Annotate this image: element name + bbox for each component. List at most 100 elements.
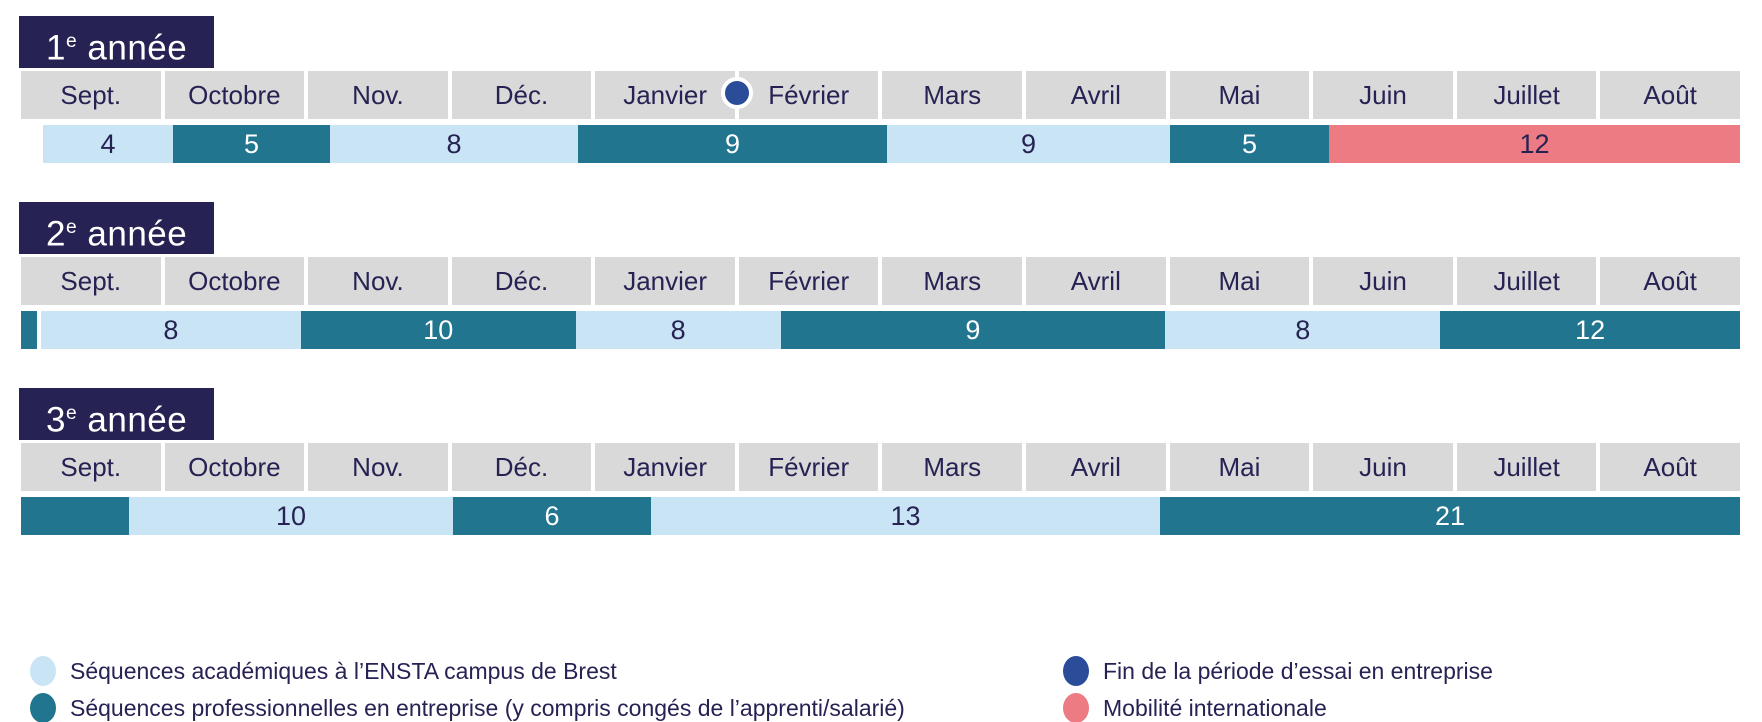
bar-segment-weeks-label: 13 <box>890 500 921 531</box>
bar-segment-weeks-label: 9 <box>1020 128 1037 159</box>
bar-segment-weeks-label: 9 <box>724 128 741 159</box>
bar-segment-academic: 13 <box>651 497 1160 535</box>
month-cell-avril: Avril <box>1026 71 1166 119</box>
bar-segment-professional: 10 <box>300 311 576 349</box>
bar-segment-weeks-label: 9 <box>965 314 981 345</box>
bar-segment-academic: 8 <box>330 125 578 163</box>
trial-period-end-marker-icon <box>720 77 753 110</box>
bar-segment-weeks-label: 6 <box>544 500 560 531</box>
bar-segment-weeks-label: 5 <box>243 128 260 159</box>
bar-segment-professional: 5 <box>173 125 330 163</box>
year-title: 3e année <box>19 388 215 440</box>
year-title-number: 1 <box>46 28 66 68</box>
legend-swatch-academic-icon <box>30 656 56 686</box>
month-cell-mars: Mars <box>882 71 1023 119</box>
legend-swatch-professional-icon <box>30 693 56 722</box>
month-cell-avril: Avril <box>1026 257 1166 305</box>
bar-segment-weeks-label: 8 <box>1295 314 1311 345</box>
legend-label: Séquences académiques à l’ENSTA campus d… <box>70 657 617 684</box>
month-cell-juin: Juin <box>1313 257 1453 305</box>
month-cell-dc: Déc. <box>451 71 592 119</box>
month-header-row: Sept. Octobre Nov. Déc. Janvier Février Mars Av… <box>21 257 1740 305</box>
legend-swatch-trial_marker-icon <box>1063 656 1089 686</box>
year-title-ordinal-suffix: e <box>65 31 78 52</box>
month-cell-janvier: Janvier <box>595 443 735 491</box>
bar-segment-weeks-label: 4 <box>100 128 116 159</box>
legend-item-mobility: Mobilité internationale <box>1063 693 1493 722</box>
bar-segment-weeks-label: 10 <box>423 314 454 345</box>
month-cell-fvrier: Février <box>738 71 879 119</box>
bar-segment-professional: 21 <box>1160 497 1740 535</box>
bar-segment-academic: 9 <box>887 125 1170 163</box>
month-cell-mai: Mai <box>1169 71 1310 119</box>
year-timeline-bar: 4 5 8 9 9 5 12 <box>21 125 1740 163</box>
month-cell-octobre: Octobre <box>164 71 305 119</box>
bar-segment-weeks-label: 10 <box>275 500 307 531</box>
bar-segment-academic: 10 <box>129 497 453 535</box>
legend-swatch-mobility-icon <box>1063 693 1089 722</box>
bar-segment-weeks-label: 5 <box>1241 128 1258 159</box>
year-timeline-bar: 10 6 13 21 <box>21 497 1740 535</box>
bar-segment-weeks-label: 21 <box>1434 500 1466 531</box>
bar-segment-professional: 9 <box>780 311 1166 349</box>
bar-segment-academic: 4 <box>43 125 173 163</box>
year-title-word: année <box>77 28 188 68</box>
bar-segment-professional: 6 <box>453 497 651 535</box>
month-cell-nov: Nov. <box>308 71 448 119</box>
month-cell-mai: Mai <box>1169 257 1310 305</box>
legend-item-academic: Séquences académiques à l’ENSTA campus d… <box>30 656 905 686</box>
legend-label: Mobilité internationale <box>1103 694 1327 721</box>
month-cell-fvrier: Février <box>738 257 879 305</box>
month-cell-aot: Août <box>1600 71 1740 119</box>
bar-segment-professional: 12 <box>1440 311 1740 349</box>
month-cell-juin: Juin <box>1313 443 1453 491</box>
year-title-word: année <box>77 214 188 254</box>
month-cell-sept: Sept. <box>21 71 161 119</box>
bar-leading-offset <box>21 125 43 163</box>
legend-item-trial_marker: Fin de la période d’essai en entreprise <box>1063 656 1493 686</box>
legend-label: Fin de la période d’essai en entreprise <box>1103 657 1493 684</box>
month-cell-octobre: Octobre <box>164 257 305 305</box>
month-header-row: Sept. Octobre Nov. Déc. Janvier Février Mars Av… <box>21 71 1740 119</box>
month-cell-nov: Nov. <box>308 257 448 305</box>
year-title: 2e année <box>19 202 215 254</box>
bar-segment-weeks-label: 8 <box>163 314 179 345</box>
year-title-number: 3 <box>46 400 66 440</box>
month-cell-octobre: Octobre <box>164 443 305 491</box>
bar-segment-weeks-label: 12 <box>1575 314 1606 345</box>
year-block: 1e année Sept. Octobre Nov. Déc. Janvier Févri… <box>19 16 1740 163</box>
bar-segment-academic: 8 <box>575 311 781 349</box>
month-cell-sept: Sept. <box>21 443 161 491</box>
month-cell-juillet: Juillet <box>1456 71 1597 119</box>
month-cell-dc: Déc. <box>451 443 592 491</box>
month-cell-juillet: Juillet <box>1456 443 1597 491</box>
bar-segment-professional: 5 <box>1170 125 1329 163</box>
month-cell-aot: Août <box>1600 257 1740 305</box>
year-title: 1e année <box>19 16 215 68</box>
month-cell-avril: Avril <box>1026 443 1166 491</box>
year-title-ordinal-suffix: e <box>65 217 78 238</box>
month-cell-juillet: Juillet <box>1456 257 1597 305</box>
month-cell-mars: Mars <box>882 257 1023 305</box>
month-cell-aot: Août <box>1600 443 1740 491</box>
year-block: 3e année Sept. Octobre Nov. Déc. Janvier Févri… <box>19 388 1740 535</box>
bar-segment-professional: 9 <box>578 125 887 163</box>
month-cell-janvier: Janvier <box>595 257 735 305</box>
legend-label: Séquences professionnelles en entreprise… <box>70 694 905 721</box>
month-cell-juin: Juin <box>1313 71 1453 119</box>
bar-segment-weeks-label: 8 <box>446 128 462 159</box>
month-cell-janvier: Janvier <box>595 71 735 119</box>
bar-segment-weeks-label: 8 <box>670 314 686 345</box>
year-block: 2e année Sept. Octobre Nov. Déc. Janvier Févri… <box>19 202 1740 349</box>
legend-item-professional: Séquences professionnelles en entreprise… <box>30 693 905 722</box>
bar-segment-weeks-label: 12 <box>1519 128 1550 159</box>
year-title-ordinal-suffix: e <box>65 403 78 424</box>
month-cell-dc: Déc. <box>451 257 592 305</box>
month-cell-nov: Nov. <box>308 443 448 491</box>
bar-segment-academic: 8 <box>1165 311 1441 349</box>
month-header-row: Sept. Octobre Nov. Déc. Janvier Février Mars Av… <box>21 443 1740 491</box>
month-cell-mai: Mai <box>1169 443 1310 491</box>
legend-column-left: Séquences académiques à l’ENSTA campus d… <box>30 656 905 722</box>
month-cell-mars: Mars <box>882 443 1023 491</box>
year-timeline-bar: 8 10 8 9 8 12 <box>21 311 1740 349</box>
